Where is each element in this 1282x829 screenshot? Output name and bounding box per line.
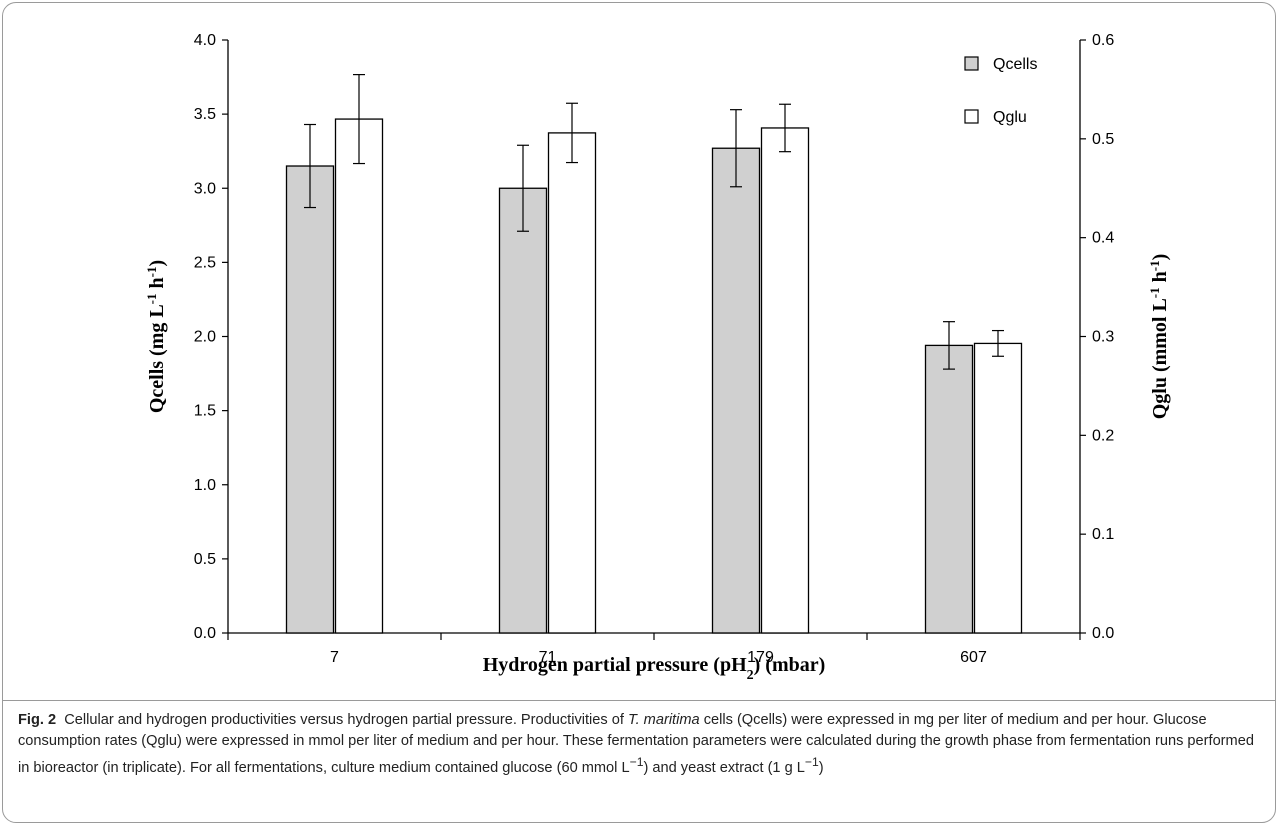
caption-text-2: cells (Qcells) were expressed in mg per … [18,712,1254,776]
caption-text-3: ) and yeast extract (1 g L [643,759,805,776]
caption-species: T. maritima [628,712,700,728]
y-right-tick-label: 0.1 [1092,526,1114,543]
bar-qglu [547,132,597,634]
legend-label-qcells: Qcells [993,56,1037,73]
bar-chart: 0.0 0.5 1.0 1.5 2.0 2.5 3.0 3.5 4.0 0.0 0.1 0.2 0.3 0… [144,32,1172,683]
chart-bars [285,73,1023,634]
legend-label-qglu: Qglu [993,109,1027,126]
y-left-tick-label: 1.0 [194,477,216,494]
bar-qcells [711,147,761,634]
y-right-tick-label: 0.4 [1092,230,1114,247]
x-tick-label: 179 [747,649,774,666]
x-tick-label: 71 [539,649,557,666]
caption-divider [2,700,1276,701]
caption-text-1: Cellular and hydrogen productivities ver… [64,712,628,728]
y-right-tick-label: 0.3 [1092,329,1114,346]
caption-sup-2: −1 [804,755,819,769]
y-left-tick-label: 1.5 [194,403,216,420]
caption-sup-1: −1 [629,755,644,769]
y-axis-left-title: Qcells (mg L-1 h-1) [144,260,169,413]
bar-qglu [760,127,810,634]
bar-qcells [498,187,548,634]
bar-qcells [285,165,335,634]
x-tick-label: 607 [960,649,987,666]
y-right-tick-label: 0.5 [1092,131,1114,148]
bar-qglu [973,342,1023,634]
y-left-tick-label: 2.0 [194,329,216,346]
legend-swatch-qglu [964,109,979,124]
figure-caption: Fig. 2 Cellular and hydrogen productivit… [18,710,1266,779]
caption-fig-label: Fig. 2 [18,712,57,728]
y-right-tick-label: 0.6 [1092,32,1114,49]
caption-text-4: ) [818,759,824,776]
y-left-tick-label: 3.5 [194,106,216,123]
y-left-tick-label: 2.5 [194,254,216,271]
y-right-tick-label: 0.0 [1092,625,1114,642]
x-axis-title: Hydrogen partial pressure (pH2) (mbar) [483,654,826,683]
x-tick-label: 7 [330,649,339,666]
y-left-tick-label: 0.0 [194,625,216,642]
bar-qcells [924,344,974,634]
legend-swatch-qcells [964,56,979,71]
bar-qglu [334,118,384,634]
y-left-tick-label: 0.5 [194,551,216,568]
y-left-tick-label: 3.0 [194,180,216,197]
chart-legend: Qcells Qglu [964,56,1037,126]
y-left-tick-label: 4.0 [194,32,216,49]
y-right-tick-label: 0.2 [1092,427,1114,444]
y-axis-right-title: Qglu (mmol L-1 h-1) [1147,254,1172,420]
